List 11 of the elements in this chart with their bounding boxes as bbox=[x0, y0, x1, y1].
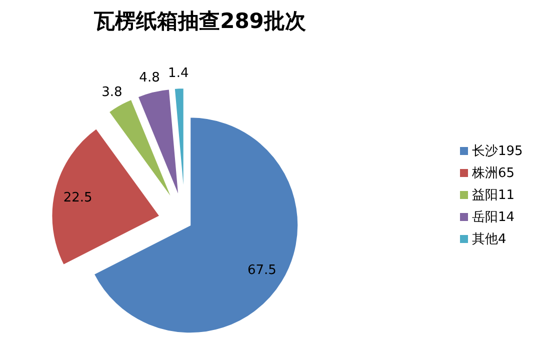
legend-label: 其他4 bbox=[472, 232, 506, 247]
data-label: 22.5 bbox=[63, 190, 92, 206]
data-label: 1.4 bbox=[168, 66, 189, 82]
data-label: 4.8 bbox=[139, 70, 160, 86]
legend-label: 益阳11 bbox=[472, 188, 515, 203]
chart-title: 瓦楞纸箱抽查289批次 bbox=[93, 9, 307, 33]
data-label: 67.5 bbox=[247, 263, 276, 278]
legend-label: 长沙195 bbox=[472, 144, 523, 159]
legend-label: 岳阳14 bbox=[472, 210, 515, 225]
data-label: 3.8 bbox=[102, 85, 122, 100]
legend-label: 株洲65 bbox=[471, 166, 515, 181]
